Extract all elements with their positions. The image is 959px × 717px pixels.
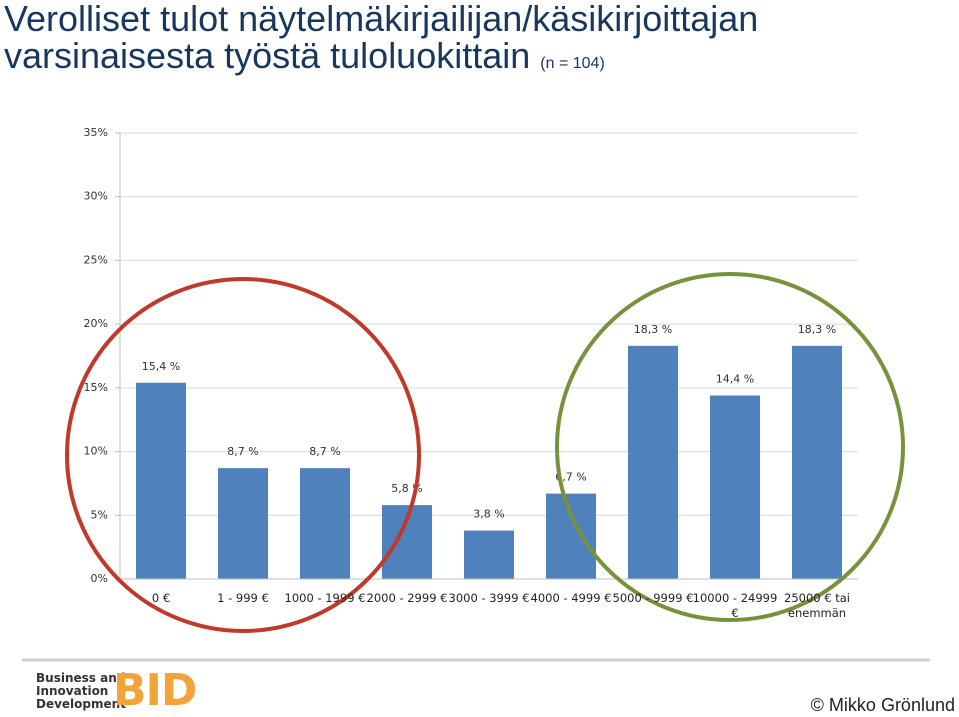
highlight-circle	[555, 272, 905, 622]
logo-line: Development	[36, 697, 126, 711]
logo-line: Business and	[36, 671, 126, 685]
logo-text: Business and Innovation Development	[36, 672, 126, 711]
y-tick-label: 15%	[84, 381, 108, 394]
copyright: © Mikko Grönlund	[810, 695, 955, 715]
value-label: 3,8 %	[473, 508, 504, 521]
y-tick-label: 30%	[84, 190, 108, 203]
value-label: 8,7 %	[227, 445, 258, 458]
value-label: 18,3 %	[798, 323, 836, 336]
bar	[136, 382, 186, 579]
chart-title: Verolliset tulot näytelmäkirjailijan/käs…	[4, 0, 759, 76]
y-tick-label: 10%	[84, 445, 108, 458]
bar	[218, 468, 268, 579]
x-tick-label: 3000 - 3999 €	[448, 591, 530, 605]
value-label: 8,7 %	[309, 445, 340, 458]
value-label: 14,4 %	[716, 373, 754, 386]
bar	[464, 530, 514, 579]
y-tick-label: 5%	[91, 508, 108, 521]
bar	[546, 493, 596, 579]
y-tick-label: 0%	[91, 572, 108, 585]
highlight-circle	[65, 277, 421, 633]
x-tick-label: 1 - 999 €	[217, 591, 269, 605]
bar	[792, 345, 842, 579]
title-block: Verolliset tulot näytelmäkirjailijan/käs…	[4, 0, 959, 82]
value-label: 6,7 %	[555, 471, 586, 484]
x-tick-label: 0 €	[151, 591, 171, 605]
x-tick-label: 1000 - 1999 €	[284, 591, 366, 605]
y-tick-label: 35%	[84, 126, 108, 139]
x-tick-label: 10000 - 24999 €	[692, 591, 778, 620]
bar	[300, 468, 350, 579]
value-label: 18,3 %	[634, 323, 672, 336]
logo-mark: BID	[113, 665, 197, 716]
logo-line: Innovation	[36, 684, 109, 698]
chart-subtitle: (n = 104)	[540, 55, 605, 72]
x-tick-label: 25000 € tai enemmän	[784, 591, 850, 620]
y-tick-label: 20%	[84, 317, 108, 330]
value-label: 15,4 %	[142, 360, 180, 373]
x-tick-label: 4000 - 4999 €	[530, 591, 612, 605]
bar	[710, 395, 760, 579]
x-tick-label: 5000 - 9999 €	[612, 591, 694, 605]
bar	[628, 345, 678, 579]
y-tick-label: 25%	[84, 253, 108, 266]
x-tick-label: 2000 - 2999 €	[366, 591, 448, 605]
